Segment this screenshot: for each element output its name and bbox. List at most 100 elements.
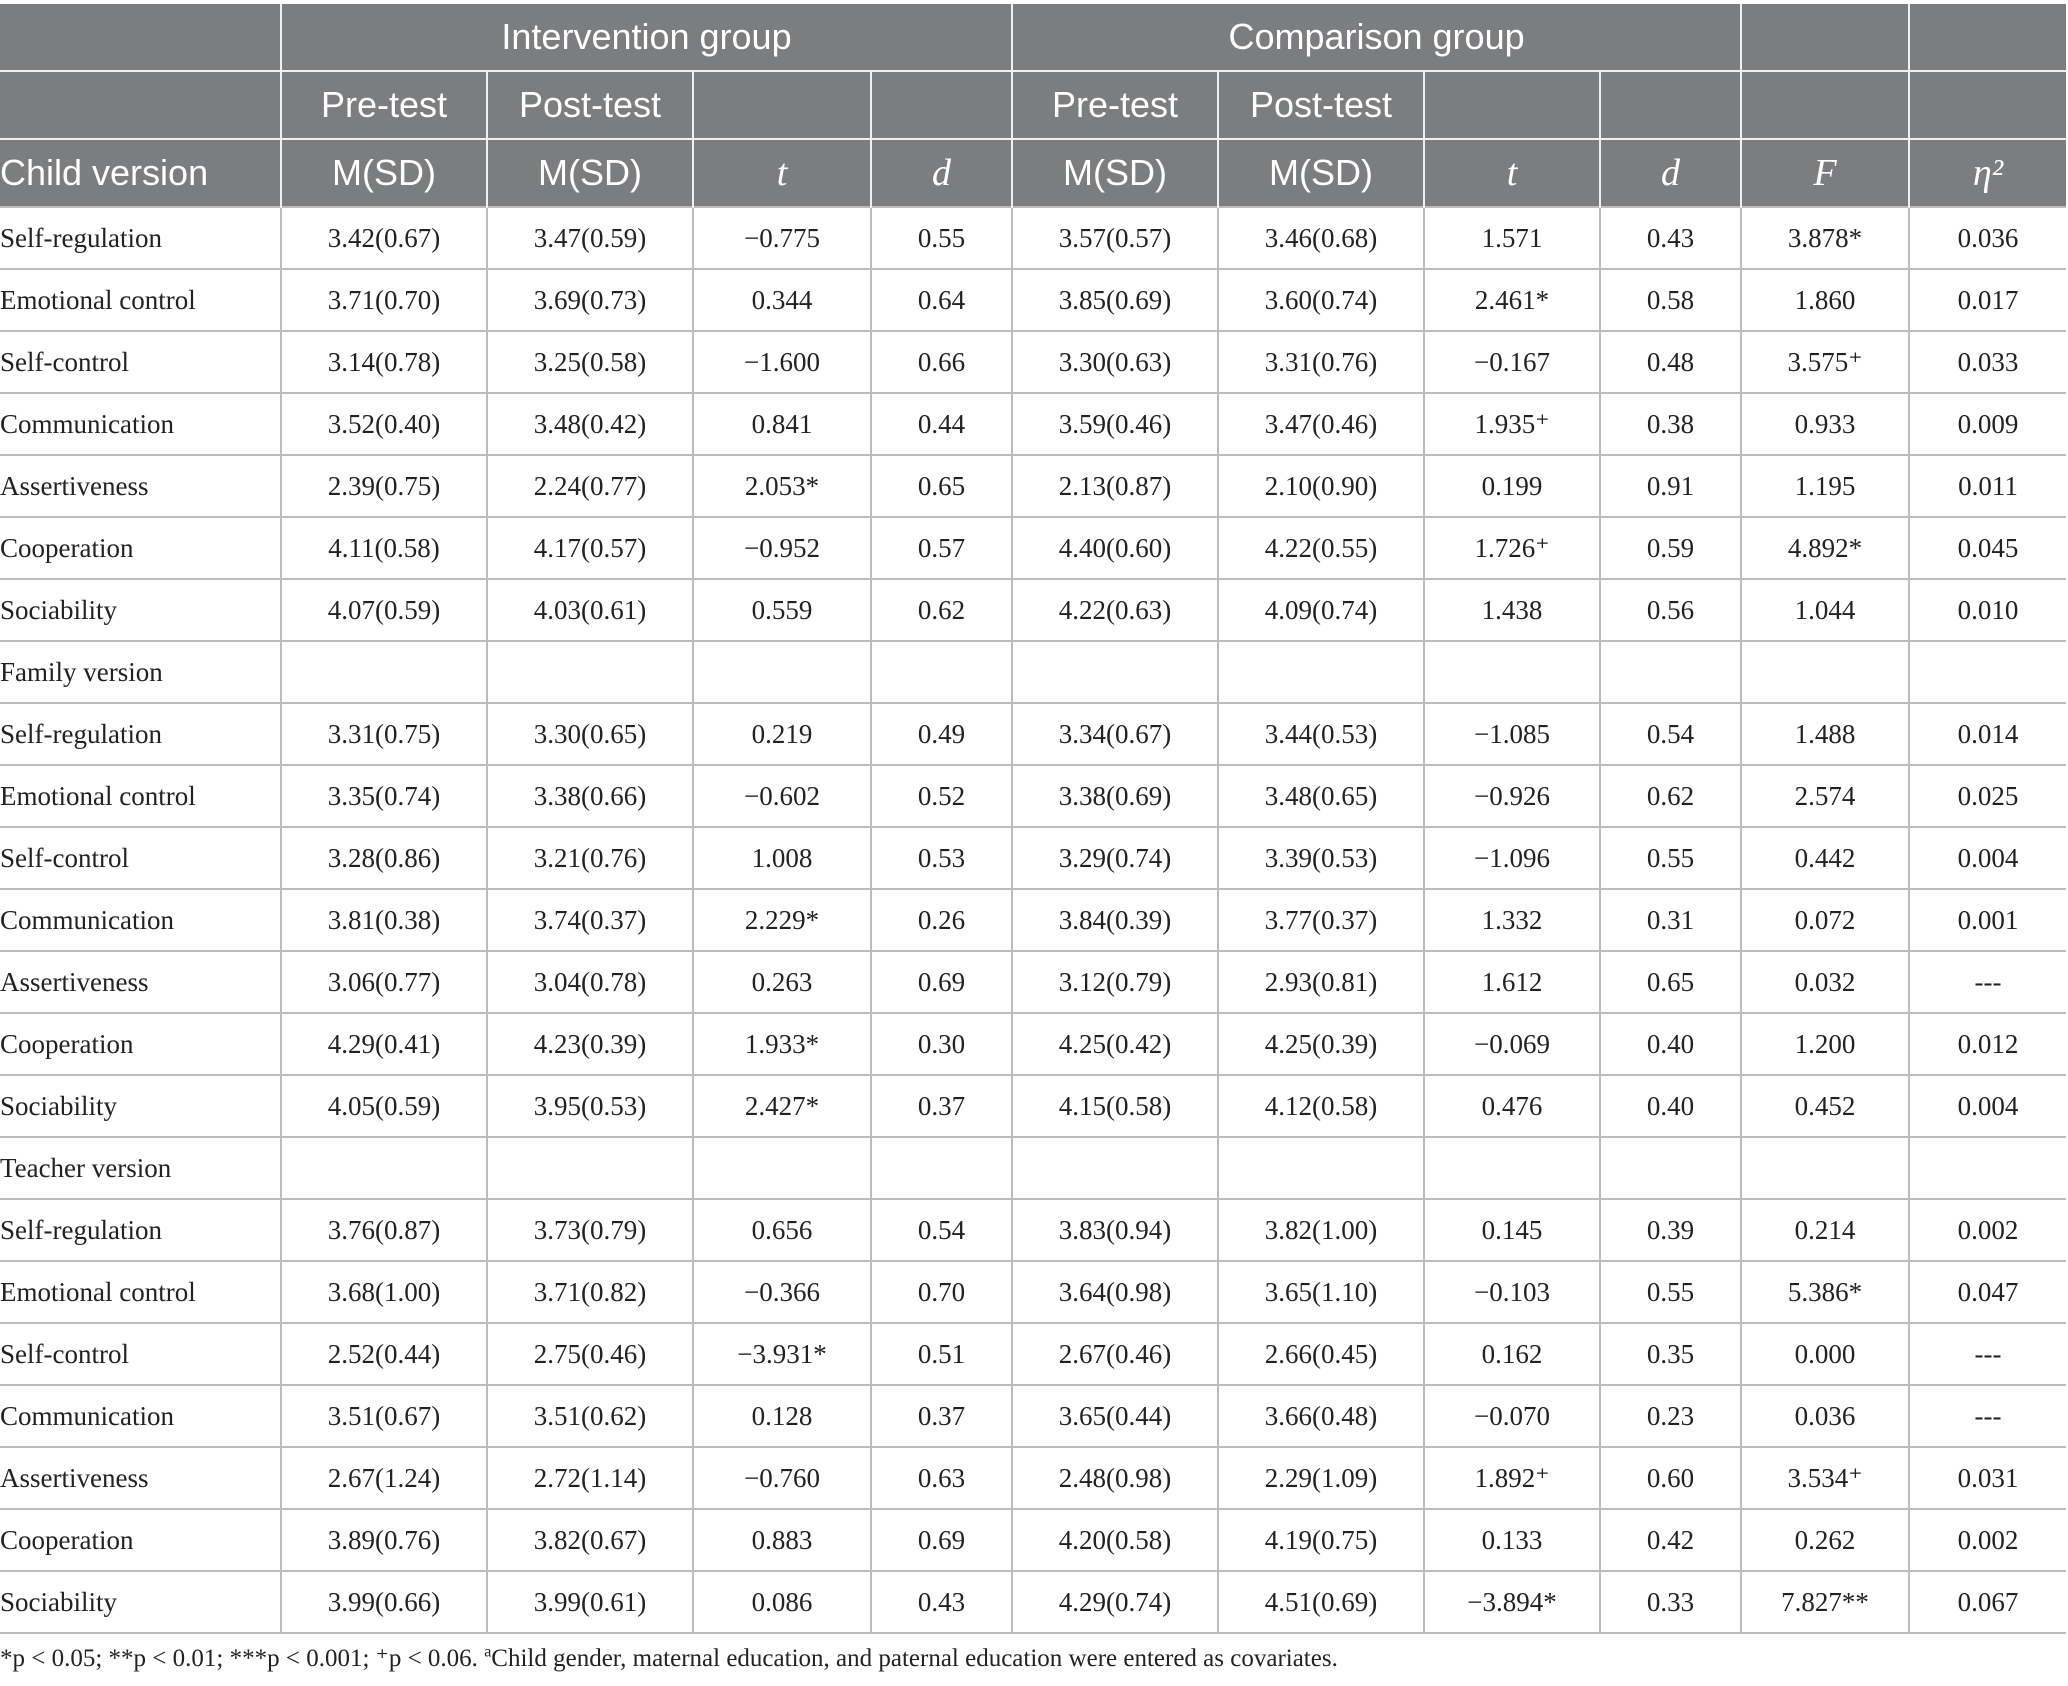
t-header: t [1423,138,1601,207]
table-cell: 2.427* [692,1074,871,1137]
table-cell: 0.57 [869,516,1013,579]
empty-cell [1217,640,1425,703]
table-row: Sociability 3.99(0.66) 3.99(0.61) 0.086 0.43… [0,1570,2067,1634]
table-cell: −3.894* [1423,1570,1601,1634]
table-cell: 0.64 [869,268,1013,331]
table-row: Assertiveness 2.67(1.24) 2.72(1.14) −0.760 0… [0,1446,2067,1509]
table-cell: 0.56 [1599,578,1742,641]
table-cell: 0.017 [1908,268,2067,331]
table-cell: 0.072 [1740,888,1910,951]
table-cell: 0.014 [1908,702,2067,765]
table-cell: 0.214 [1740,1198,1910,1261]
table-cell: 0.52 [869,764,1013,827]
table-cell: 2.29(1.09) [1217,1446,1425,1509]
table-cell: 0.933 [1740,392,1910,455]
table-cell: --- [1908,1384,2067,1447]
row-label: Assertiveness [0,950,281,1013]
table-cell: 0.55 [1599,826,1742,889]
table-cell: 4.07(0.59) [280,578,487,641]
table-cell: 3.39(0.53) [1217,826,1425,889]
row-label: Self-control [0,826,281,889]
table-cell: 0.66 [869,330,1013,393]
table-cell: 1.892⁺ [1423,1446,1601,1509]
msd-header: M(SD) [486,138,693,207]
table-cell: 3.30(0.63) [1011,330,1219,393]
header-empty-cell [0,4,281,71]
table-cell: 0.54 [1599,702,1742,765]
table-cell: −0.070 [1423,1384,1601,1447]
table-cell: 0.62 [869,578,1013,641]
row-label: Self-control [0,330,281,393]
empty-cell [1217,1136,1425,1199]
table-cell: 7.827** [1740,1570,1910,1634]
row-label: Self-regulation [0,702,281,765]
row-label: Emotional control [0,1260,281,1323]
table-cell: 2.229* [692,888,871,951]
table-cell: 3.28(0.86) [280,826,487,889]
table-cell: 3.84(0.39) [1011,888,1219,951]
table-row: Sociability 4.07(0.59) 4.03(0.61) 0.559 0.62… [0,578,2067,641]
table-row: Assertiveness 2.39(0.75) 2.24(0.77) 2.053* 0… [0,454,2067,517]
table-row: Cooperation 4.11(0.58) 4.17(0.57) −0.952 0.5… [0,516,2067,579]
header-row-tests: Pre-test Post-test Pre-test Post-test [0,70,2067,139]
table-row: Sociability 4.05(0.59) 3.95(0.53) 2.427* 0.3… [0,1074,2067,1137]
section-label-row: Teacher version [0,1136,2067,1199]
table-row: Self-regulation 3.76(0.87) 3.73(0.79) 0.656… [0,1198,2067,1261]
table-cell: 2.48(0.98) [1011,1446,1219,1509]
f-header: F [1740,138,1910,207]
row-label: Communication [0,392,281,455]
header-empty-cell [0,70,281,139]
table-cell: −0.775 [692,206,871,269]
table-row: Communication 3.81(0.38) 3.74(0.37) 2.229* 0… [0,888,2067,951]
table-cell: 3.29(0.74) [1011,826,1219,889]
comparison-post-test-header: Post-test [1217,70,1425,139]
table-row: Self-control 2.52(0.44) 2.75(0.46) −3.931* 0… [0,1322,2067,1385]
table-row: Self-control 3.14(0.78) 3.25(0.58) −1.600 0.… [0,330,2067,393]
table-cell: 4.15(0.58) [1011,1074,1219,1137]
table-row: Assertiveness 3.06(0.77) 3.04(0.78) 0.263 0.… [0,950,2067,1013]
table-cell: 0.69 [869,1508,1013,1571]
table-row: Emotional control 3.35(0.74) 3.38(0.66) −0.… [0,764,2067,827]
header-row-columns: Child version M(SD) M(SD) t d M(SD) M(SD… [0,138,2067,207]
empty-cell [1423,640,1601,703]
table-cell: 3.51(0.67) [280,1384,487,1447]
table-cell: 3.46(0.68) [1217,206,1425,269]
table-row: Communication 3.52(0.40) 3.48(0.42) 0.841 0.… [0,392,2067,455]
table-row: Cooperation 3.89(0.76) 3.82(0.67) 0.883 0.69… [0,1508,2067,1571]
table-cell: 0.047 [1908,1260,2067,1323]
table-cell: 4.11(0.58) [280,516,487,579]
empty-cell [692,640,871,703]
table-cell: 0.036 [1740,1384,1910,1447]
table-cell: 0.62 [1599,764,1742,827]
empty-cell [692,1136,871,1199]
table-cell: 3.82(0.67) [486,1508,693,1571]
t-header: t [692,138,871,207]
section-label: Teacher version [0,1136,281,1199]
table-cell: 2.66(0.45) [1217,1322,1425,1385]
header-empty-cell [692,70,871,139]
results-table: Intervention group Comparison group Pre-… [0,4,2067,1634]
table-cell: 4.23(0.39) [486,1012,693,1075]
table-cell: −0.069 [1423,1012,1601,1075]
intervention-group-header: Intervention group [279,4,1013,71]
table-cell: 0.001 [1908,888,2067,951]
table-cell: 0.91 [1599,454,1742,517]
empty-cell [486,640,693,703]
table-cell: --- [1908,950,2067,1013]
table-cell: 0.656 [692,1198,871,1261]
row-label: Self-control [0,1322,281,1385]
table-cell: 3.69(0.73) [486,268,693,331]
table-cell: 4.25(0.42) [1011,1012,1219,1075]
table-cell: 3.65(0.44) [1011,1384,1219,1447]
table-cell: 0.262 [1740,1508,1910,1571]
table-cell: −0.760 [692,1446,871,1509]
table-cell: 2.574 [1740,764,1910,827]
table-cell: 2.75(0.46) [486,1322,693,1385]
table-cell: 3.99(0.61) [486,1570,693,1634]
row-label: Sociability [0,578,281,641]
table-cell: 0.476 [1423,1074,1601,1137]
table-cell: 0.70 [869,1260,1013,1323]
header-empty-cell [1740,70,1910,139]
table-cell: 3.71(0.70) [280,268,487,331]
table-cell: 3.06(0.77) [280,950,487,1013]
